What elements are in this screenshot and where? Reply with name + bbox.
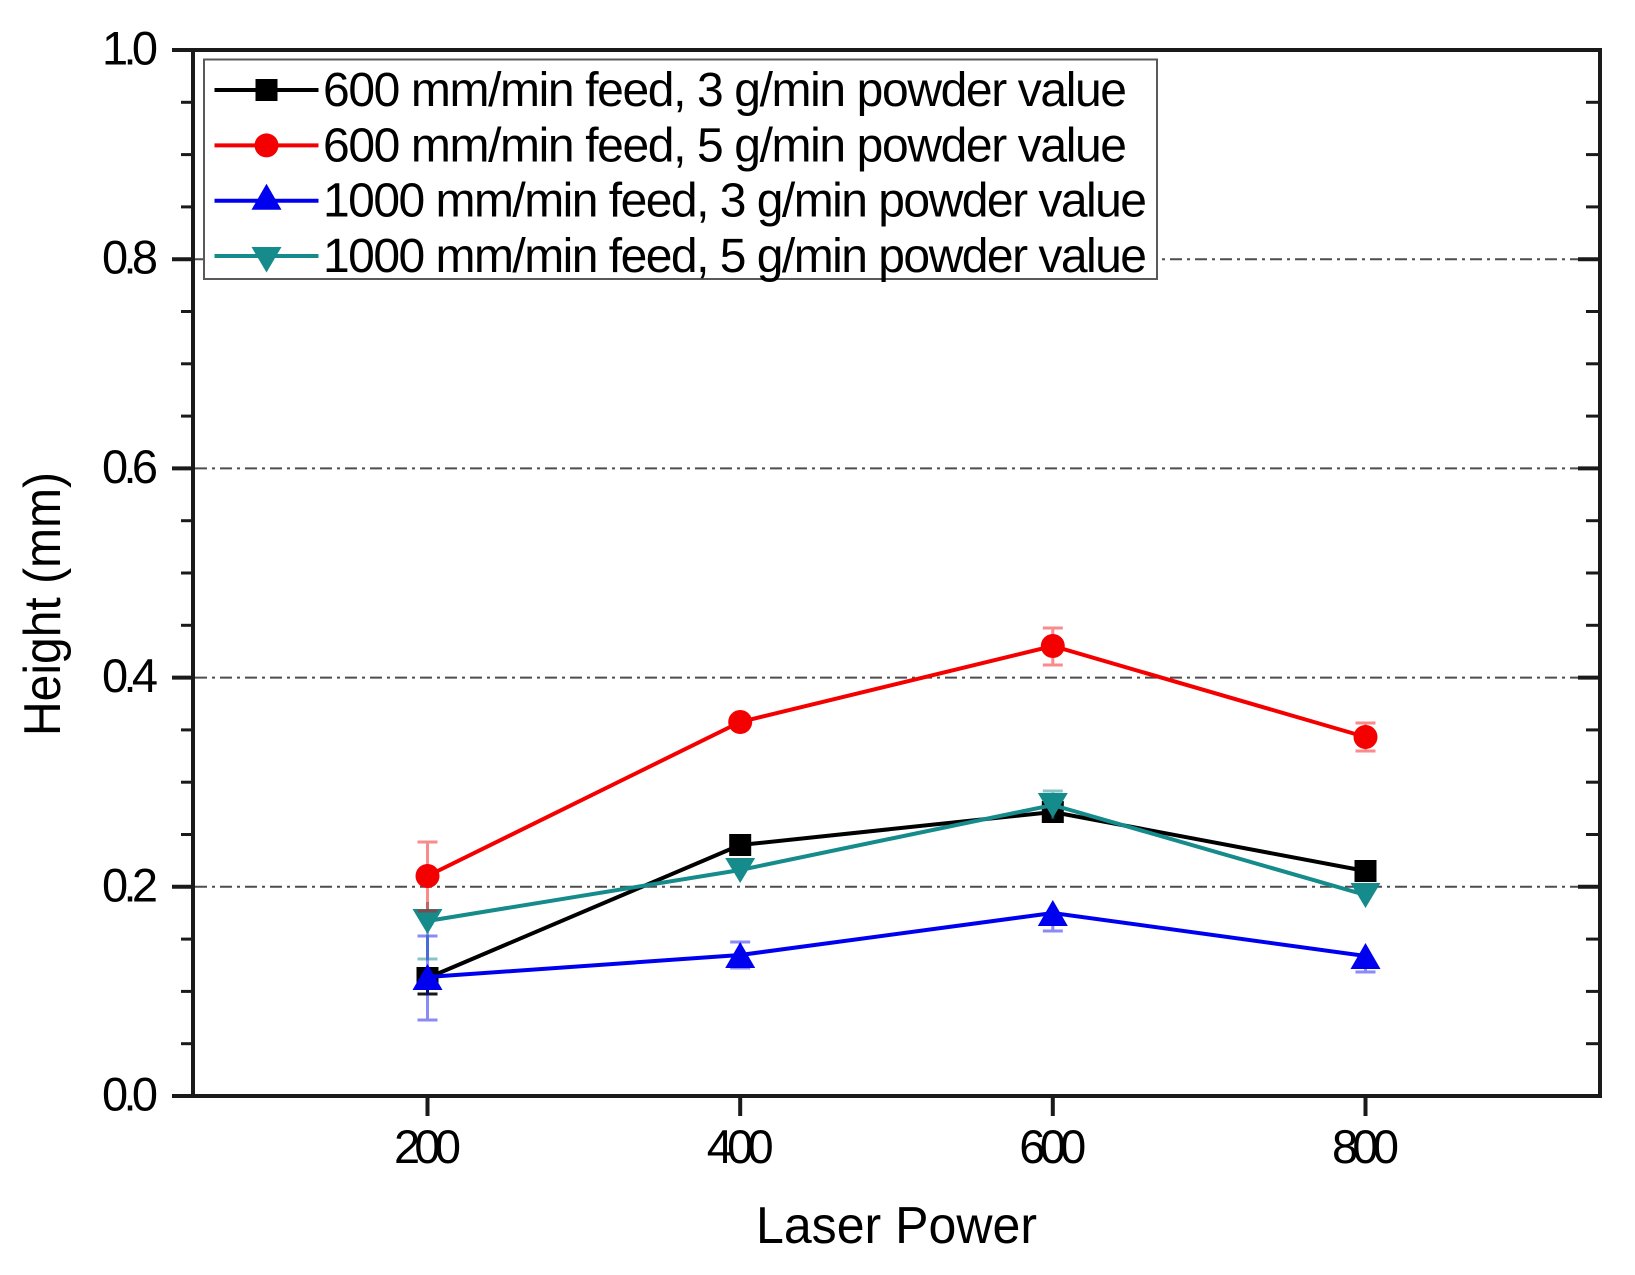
svg-text:1000 mm/min feed, 3 g/min powd: 1000 mm/min feed, 3 g/min powder value: [323, 175, 1147, 228]
svg-text:600: 600: [1019, 1120, 1086, 1173]
svg-text:0.4: 0.4: [102, 649, 158, 702]
svg-text:1000 mm/min feed, 5 g/min powd: 1000 mm/min feed, 5 g/min powder value: [323, 230, 1147, 283]
svg-text:0.2: 0.2: [102, 858, 158, 911]
svg-text:1.0: 1.0: [102, 22, 158, 75]
svg-text:800: 800: [1332, 1120, 1399, 1173]
svg-text:0.6: 0.6: [102, 440, 158, 493]
svg-text:600 mm/min feed, 3 g/min powde: 600 mm/min feed, 3 g/min powder value: [323, 64, 1127, 117]
svg-text:600 mm/min feed, 5 g/min powde: 600 mm/min feed, 5 g/min powder value: [323, 119, 1127, 172]
svg-text:0.0: 0.0: [102, 1068, 158, 1121]
svg-text:Laser Power: Laser Power: [756, 1197, 1037, 1255]
svg-text:400: 400: [707, 1120, 774, 1173]
svg-text:200: 200: [394, 1120, 461, 1173]
svg-text:Height (mm): Height (mm): [14, 472, 72, 736]
svg-text:0.8: 0.8: [102, 231, 158, 284]
